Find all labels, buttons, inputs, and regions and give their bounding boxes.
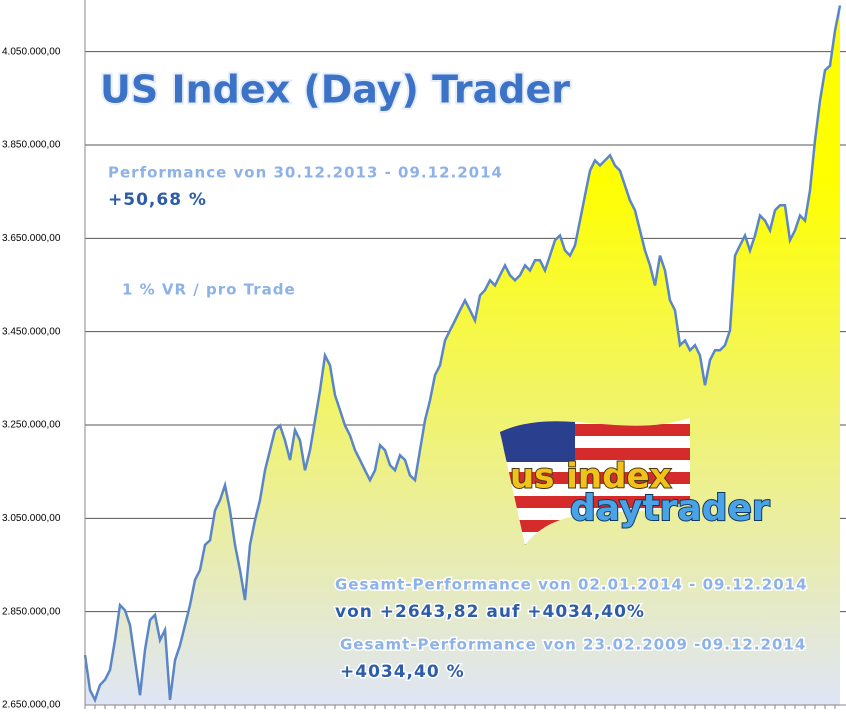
- line: [83, 5, 842, 704]
- annotation: von +2643,82 auf +4034,40%: [335, 602, 645, 622]
- y-tick-label: 3.450.000,00: [2, 326, 61, 337]
- annotation: Gesamt-Performance von 02.01.2014 - 09.1…: [335, 576, 808, 594]
- annotation: +50,68 %: [108, 190, 207, 210]
- y-tick-label: 4.050.000,00: [2, 46, 61, 57]
- y-tick-label: 3.850.000,00: [2, 140, 61, 151]
- area: [85, 5, 840, 705]
- annotation: Gesamt-Performance von 23.02.2009 -09.12…: [340, 636, 806, 654]
- y-tick-label: 2.650.000,00: [2, 700, 61, 711]
- y-tick-label: 3.650.000,00: [2, 233, 61, 244]
- y-tick-label: 3.050.000,00: [2, 513, 61, 524]
- y-tick-label: 2.850.000,00: [2, 606, 61, 617]
- logo: us index daytrader: [500, 418, 771, 545]
- y-tick-label: 3.250.000,00: [2, 420, 61, 431]
- annotation: 1 % VR / pro Trade: [122, 281, 296, 299]
- logo-text: daytrader: [570, 488, 770, 529]
- chart-title: US Index (Day) Trader: [100, 68, 570, 112]
- annotation: +4034,40 %: [340, 662, 465, 682]
- logo-text: us index: [510, 457, 672, 497]
- annotation: Performance von 30.12.2013 - 09.12.2014: [108, 164, 503, 182]
